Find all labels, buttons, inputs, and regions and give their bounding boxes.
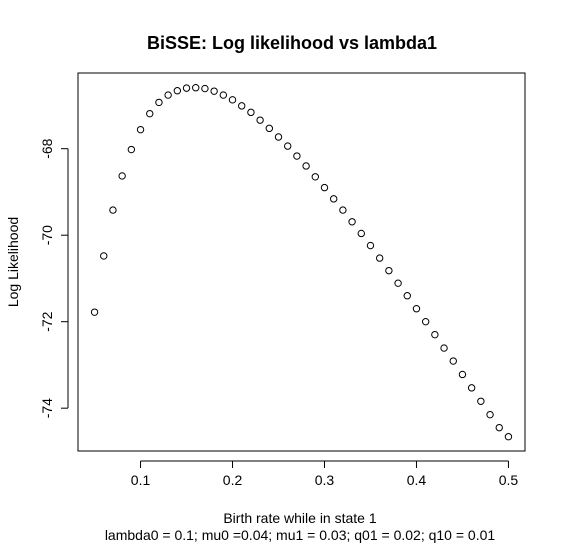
data-point xyxy=(320,183,329,192)
data-point xyxy=(486,410,494,419)
data-point xyxy=(228,96,237,104)
data-point xyxy=(100,252,108,260)
data-point xyxy=(210,87,218,95)
y-tick-label: -68 xyxy=(39,138,55,158)
data-point xyxy=(136,125,145,134)
data-point xyxy=(467,384,476,392)
data-point xyxy=(192,84,200,92)
data-point xyxy=(118,172,126,180)
data-point xyxy=(293,152,301,160)
data-point xyxy=(109,206,117,214)
data-point xyxy=(219,91,228,99)
data-point xyxy=(495,423,503,432)
data-point xyxy=(164,91,172,99)
x-tick-label: 0.1 xyxy=(131,472,151,488)
data-point xyxy=(247,108,255,117)
data-point xyxy=(477,397,485,405)
data-point xyxy=(284,142,292,150)
x-tick-label: 0.2 xyxy=(223,472,243,488)
data-point xyxy=(265,124,274,133)
data-point xyxy=(458,370,467,379)
data-point xyxy=(366,241,375,250)
data-point xyxy=(256,116,264,124)
chart-title: BiSSE: Log likelihood vs lambda1 xyxy=(147,33,437,53)
y-tick-label: -72 xyxy=(39,311,55,331)
data-point xyxy=(375,254,384,262)
data-points xyxy=(90,84,513,441)
x-tick-label: 0.5 xyxy=(499,472,519,488)
data-point xyxy=(504,433,513,441)
data-point xyxy=(431,330,439,339)
data-point xyxy=(329,195,338,203)
data-point xyxy=(127,145,136,154)
y-axis: -74 -72 -70 -68 xyxy=(39,138,69,418)
data-point xyxy=(90,308,99,316)
data-point xyxy=(274,133,283,141)
x-axis-label: Birth rate while in state 1 xyxy=(223,510,377,526)
x-tick-label: 0.3 xyxy=(315,472,335,488)
y-axis-label: Log Likelihood xyxy=(5,217,21,307)
x-tick-label: 0.4 xyxy=(407,472,427,488)
data-point xyxy=(339,206,347,214)
data-point xyxy=(394,279,402,287)
data-point xyxy=(348,218,356,226)
data-point xyxy=(403,292,411,300)
y-tick-label: -70 xyxy=(39,225,55,245)
y-tick-label: -74 xyxy=(39,398,55,418)
data-point xyxy=(155,98,163,107)
data-point xyxy=(440,344,448,352)
data-point xyxy=(412,305,421,313)
data-point xyxy=(385,266,393,275)
data-point xyxy=(421,317,430,326)
chart-subtitle: lambda0 = 0.1; mu0 =0.04; mu1 = 0.03; q0… xyxy=(105,527,496,543)
data-point xyxy=(449,357,457,365)
data-point xyxy=(201,84,209,93)
data-point xyxy=(311,173,319,181)
data-point xyxy=(302,162,310,170)
plot-frame xyxy=(77,72,526,452)
data-point xyxy=(146,109,154,118)
x-axis: 0.1 0.2 0.3 0.4 0.5 xyxy=(131,460,519,488)
data-point xyxy=(182,84,191,92)
data-point xyxy=(238,102,246,110)
data-point xyxy=(173,87,182,95)
data-point xyxy=(357,229,365,238)
